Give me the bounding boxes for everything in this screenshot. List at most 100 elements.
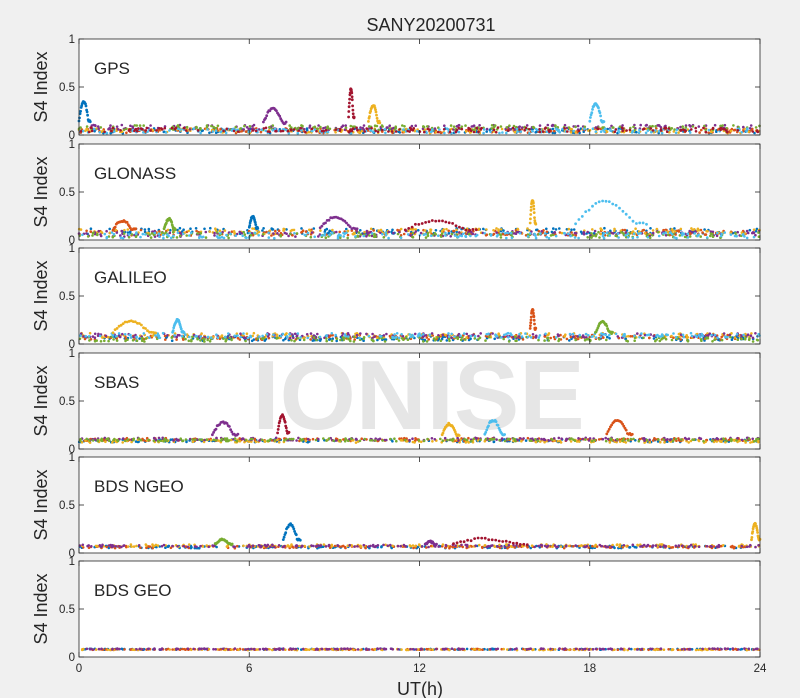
data-point — [84, 334, 88, 338]
data-point — [350, 229, 354, 232]
data-point — [377, 229, 381, 232]
data-point — [334, 333, 338, 337]
data-point — [596, 127, 599, 130]
data-point — [380, 124, 384, 127]
data-point — [274, 436, 278, 440]
data-point — [598, 236, 601, 239]
data-point — [669, 438, 672, 441]
data-point — [164, 131, 168, 134]
data-point — [184, 337, 187, 341]
data-point — [468, 228, 471, 232]
data-point — [558, 227, 561, 230]
data-point — [754, 439, 758, 442]
data-point — [614, 332, 618, 336]
data-point — [711, 439, 715, 442]
data-point — [648, 236, 652, 240]
data-point — [142, 131, 145, 134]
data-point — [350, 98, 354, 102]
data-point — [182, 338, 185, 341]
data-point — [97, 127, 101, 131]
data-point — [598, 111, 602, 115]
data-point — [370, 232, 374, 235]
data-point — [135, 339, 139, 343]
data-point — [616, 438, 619, 441]
data-point — [129, 336, 133, 339]
data-point — [325, 439, 328, 442]
data-point — [368, 234, 371, 237]
data-point — [580, 215, 584, 218]
data-point — [233, 334, 236, 338]
data-point — [190, 338, 193, 342]
data-point — [115, 327, 119, 330]
data-point — [457, 439, 460, 442]
data-point — [418, 233, 422, 237]
data-point — [474, 234, 478, 238]
data-point — [261, 334, 264, 338]
data-point — [476, 439, 480, 442]
data-point — [491, 332, 494, 335]
data-point — [487, 424, 490, 428]
data-point — [489, 130, 492, 134]
data-point — [403, 125, 406, 128]
data-point — [360, 129, 364, 133]
data-point — [195, 125, 198, 129]
data-point — [538, 130, 542, 134]
data-point — [107, 439, 111, 443]
data-point — [325, 334, 328, 337]
data-point — [750, 332, 753, 335]
data-point — [376, 130, 380, 134]
data-point — [235, 232, 239, 236]
data-point — [534, 236, 538, 240]
data-point — [697, 125, 701, 128]
data-point — [500, 127, 504, 131]
data-point — [614, 128, 618, 131]
data-point — [424, 334, 428, 337]
data-point — [176, 231, 180, 235]
data-point — [141, 232, 145, 236]
data-point — [532, 201, 535, 205]
data-point — [297, 129, 301, 132]
y-axis-label: S4 Index — [31, 51, 51, 122]
data-point — [394, 126, 398, 130]
data-point — [756, 338, 759, 342]
data-point — [385, 438, 388, 442]
data-point — [748, 127, 752, 130]
data-point — [424, 232, 427, 236]
data-point — [485, 130, 489, 133]
data-point — [556, 440, 560, 443]
data-point — [304, 130, 307, 134]
data-point — [513, 437, 517, 441]
data-point — [406, 233, 410, 236]
data-point — [306, 231, 310, 235]
data-point — [344, 437, 347, 440]
data-point — [546, 123, 550, 127]
data-point — [605, 432, 609, 436]
data-point — [484, 234, 488, 237]
data-point — [334, 439, 338, 442]
data-point — [185, 125, 189, 129]
data-point — [123, 228, 126, 232]
data-point — [164, 338, 167, 341]
data-point — [144, 337, 148, 340]
data-point — [629, 437, 633, 441]
data-point — [622, 437, 626, 440]
data-point — [121, 441, 124, 444]
data-point — [488, 335, 491, 339]
data-point — [589, 116, 592, 119]
data-point — [659, 129, 663, 132]
data-point — [338, 438, 342, 442]
data-point — [308, 228, 311, 232]
data-point — [641, 229, 644, 232]
data-point — [324, 236, 328, 239]
data-point — [291, 234, 294, 237]
data-point — [447, 221, 451, 225]
data-point — [288, 336, 292, 340]
data-point — [532, 211, 536, 215]
data-point — [306, 437, 310, 441]
data-point — [474, 228, 478, 232]
data-point — [675, 128, 679, 131]
data-point — [97, 229, 100, 233]
data-point — [370, 439, 374, 442]
data-point — [108, 126, 111, 130]
data-point — [746, 333, 750, 337]
